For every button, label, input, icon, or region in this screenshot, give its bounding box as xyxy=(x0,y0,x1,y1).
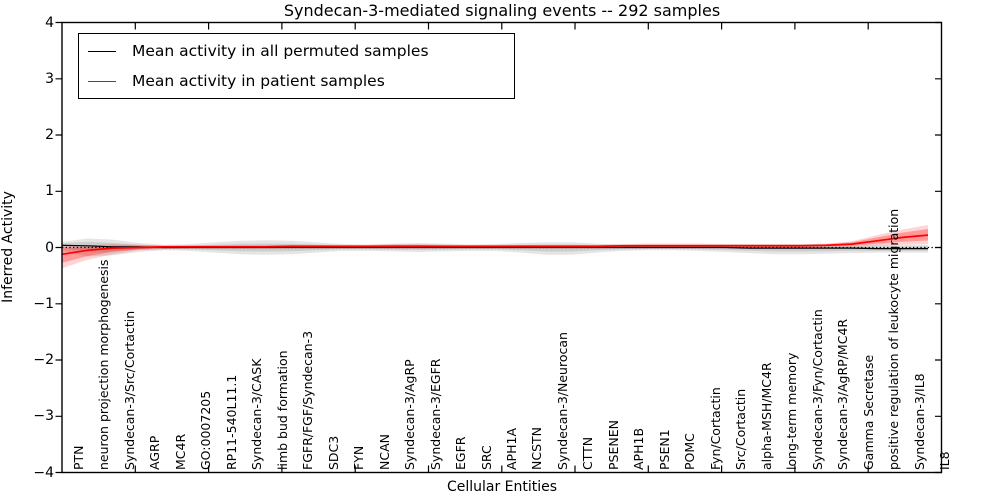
x-tick-label: PSEN1 xyxy=(656,429,672,470)
chart-title: Syndecan-3-mediated signaling events -- … xyxy=(283,1,721,20)
legend-line-permuted-icon xyxy=(88,50,116,52)
x-tick-label: PTN xyxy=(71,445,86,470)
y-tick-label: −4 xyxy=(33,464,54,481)
x-tick-label: neuron projection morphogenesis xyxy=(96,259,112,470)
x-tick-label: Syndecan-3/EGFR xyxy=(427,358,443,470)
x-tick-label: Syndecan-3/AgRP xyxy=(402,359,418,470)
y-tick-label: 0 xyxy=(45,239,54,256)
x-tick-label: SRC xyxy=(478,445,494,470)
y-tick-label: 1 xyxy=(45,183,54,200)
x-tick-label: Syndecan-3/Fyn/Cortactin xyxy=(809,309,825,470)
x-axis-label: Cellular Entities xyxy=(446,479,558,495)
x-tick-label: alpha-MSH/MC4R xyxy=(758,362,774,470)
x-tick-label: NCAN xyxy=(376,434,392,470)
x-tick-label: FGFR/FGF/Syndecan-3 xyxy=(300,330,316,470)
x-tick-label: Gamma Secretase xyxy=(860,354,876,470)
legend-line-patient-icon xyxy=(88,80,116,82)
x-tick-label: FYN xyxy=(351,445,367,470)
patient-mean-line xyxy=(61,234,929,256)
x-tick-label: limb bud formation xyxy=(274,350,290,470)
plot-border xyxy=(61,21,943,474)
x-tick-label: positive regulation of leukocyte migrati… xyxy=(886,208,902,470)
legend-label-patient: Mean activity in patient samples xyxy=(132,72,385,90)
axis-ticks xyxy=(55,21,942,474)
legend-entry-patient: Mean activity in patient samples xyxy=(79,66,514,96)
x-tick-label: Fyn/Cortactin xyxy=(707,387,723,470)
legend-label-permuted: Mean activity in all permuted samples xyxy=(132,42,429,60)
x-tick-label: Syndecan-3/IL8 xyxy=(911,373,927,470)
x-tick-label: long-term memory xyxy=(784,352,800,470)
x-tick-label: RP11-540L11.1 xyxy=(223,374,239,470)
y-tick-label: −1 xyxy=(33,295,54,312)
x-tick-label: EGFR xyxy=(453,436,469,470)
x-tick-label: APH1B xyxy=(631,427,647,470)
x-tick-label: Syndecan-3/Neurocan xyxy=(554,332,570,470)
x-tick-label: SDC3 xyxy=(325,435,341,470)
x-tick-label: Syndecan-3/CASK xyxy=(249,358,265,470)
x-tick-label: IL8 xyxy=(937,451,952,470)
y-tick-label: 3 xyxy=(45,70,54,87)
legend: Mean activity in all permuted samples Me… xyxy=(78,33,515,99)
x-tick-label: PSENEN xyxy=(605,420,621,470)
x-tick-label: Syndecan-3/Src/Cortactin xyxy=(121,310,137,470)
x-tick-label: NCSTN xyxy=(529,427,545,470)
x-tick-label: POMC xyxy=(682,433,698,470)
x-tick-label: Syndecan-3/AgRP/MC4R xyxy=(835,318,851,470)
legend-entry-permuted: Mean activity in all permuted samples xyxy=(79,36,514,66)
x-tick-label: APH1A xyxy=(504,428,519,470)
x-tick-label: AGRP xyxy=(147,435,163,470)
x-tick-label: Src/Cortactin xyxy=(733,388,749,470)
x-tick-label: MC4R xyxy=(172,433,188,470)
x-tick-label: GO:0007205 xyxy=(198,390,214,470)
y-tick-label: −2 xyxy=(33,352,54,368)
y-tick-label: 2 xyxy=(45,127,54,143)
x-tick-label: CTTN xyxy=(580,436,596,470)
y-tick-label: 4 xyxy=(45,14,54,31)
y-tick-label: −3 xyxy=(33,408,54,425)
